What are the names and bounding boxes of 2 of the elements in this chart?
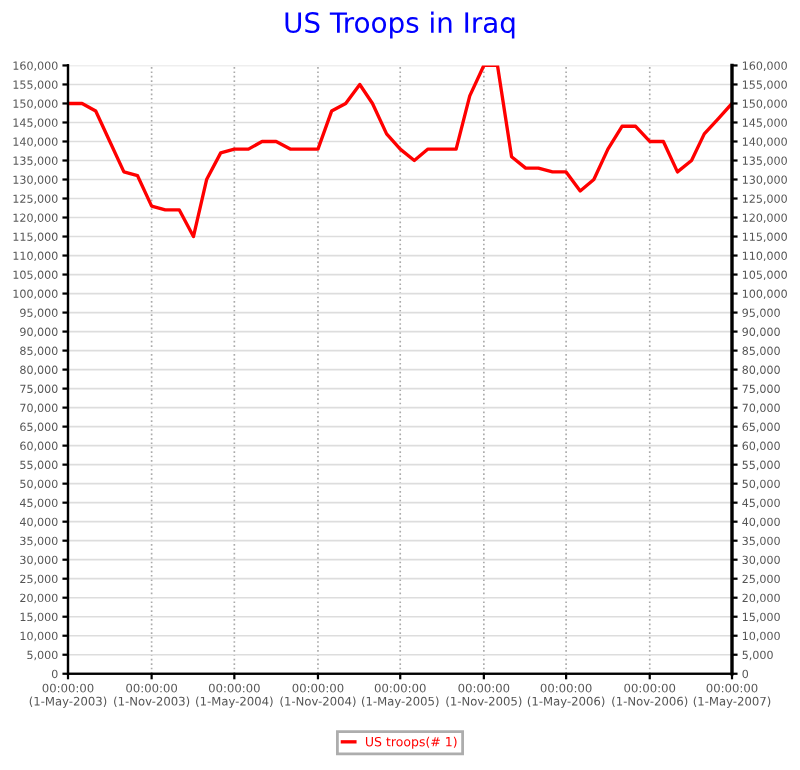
- line-series: [68, 65, 732, 239]
- chart-title: US Troops in Iraq: [285, 11, 515, 39]
